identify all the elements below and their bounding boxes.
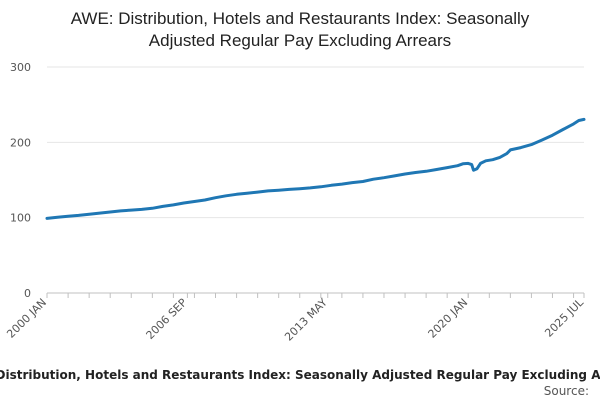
x-tick-label: 2000 JAN [4,296,49,341]
x-tick-label: 2013 MAY [282,296,330,344]
x-axis: 2000 JAN 2006 SEP 2013 MAY 2020 JAN 2025 JUL [4,292,587,344]
y-axis-ticks: 0 100 200 300 [10,61,31,300]
gridlines [47,66,584,219]
y-tick-label: 100 [10,212,31,225]
chart-title-line-2: Adjusted Regular Pay Excluding Arrears [149,31,451,50]
series-layer [45,117,586,220]
y-tick-label: 300 [10,61,31,74]
legend-series-label: AWE: Distribution, Hotels and Restaurant… [0,368,600,382]
series-line [45,117,586,220]
x-tick-label: 2006 SEP [144,296,190,342]
y-tick-label: 200 [10,136,31,149]
chart-title-line-1: AWE: Distribution, Hotels and Restaurant… [71,9,530,28]
source-label: Source: [544,384,589,398]
x-tick-label: 2020 JAN [426,296,471,341]
y-tick-label: 0 [24,287,31,300]
x-tick-label: 2025 JUL [542,295,586,339]
